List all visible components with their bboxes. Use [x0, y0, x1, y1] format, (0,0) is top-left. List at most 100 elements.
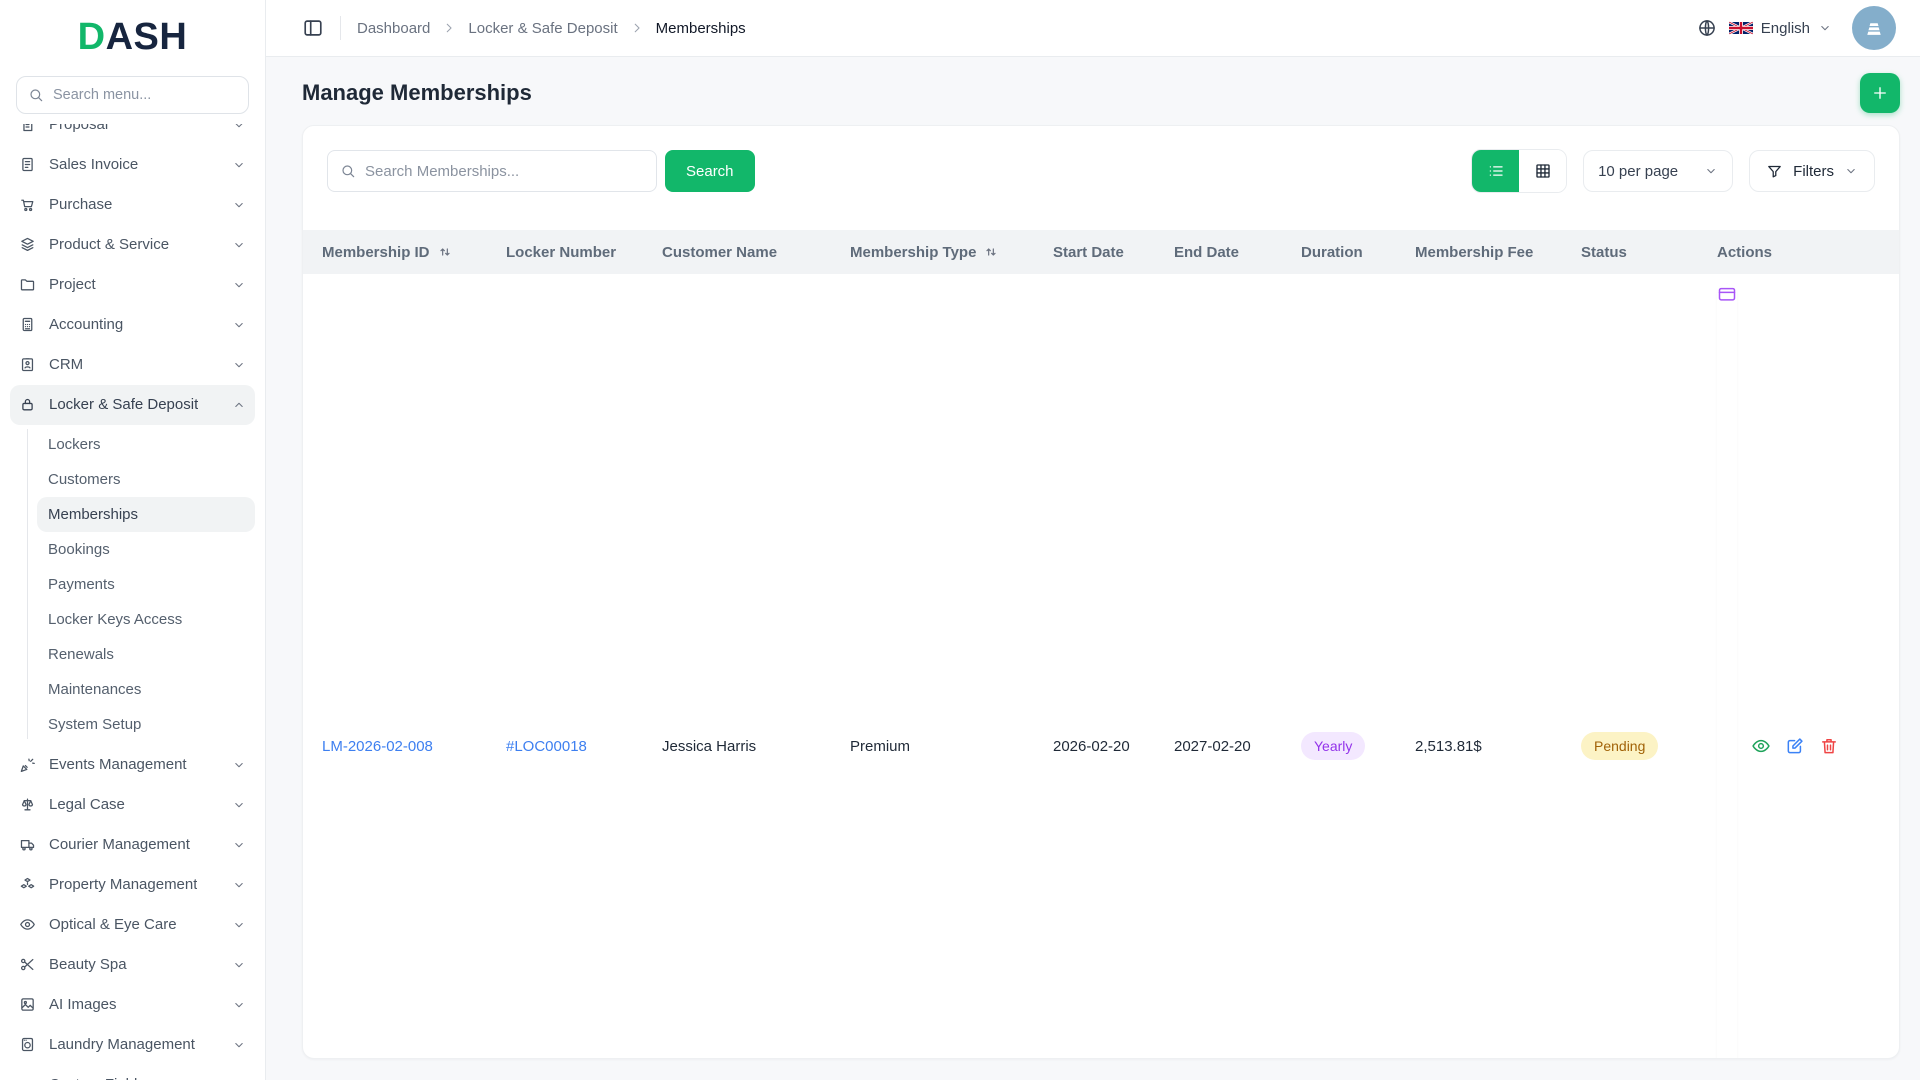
page-title: Manage Memberships — [302, 80, 532, 105]
column-header-inner: End Date — [1174, 244, 1293, 261]
memberships-search-input[interactable] — [365, 162, 644, 180]
list-view-button[interactable] — [1472, 150, 1520, 192]
cell-duration: Yearly — [1301, 274, 1415, 1058]
sidebar-item-purchase[interactable]: Purchase — [10, 185, 255, 225]
ai-images-icon — [19, 996, 36, 1013]
delete-action-button[interactable] — [1819, 736, 1839, 756]
eye-action-button[interactable] — [1751, 736, 1771, 756]
search-icon — [340, 163, 356, 179]
globe-icon[interactable] — [1697, 18, 1717, 38]
membership-fee: 2,513.81$ — [1415, 737, 1482, 755]
sidebar-item-product-service[interactable]: Product & Service — [10, 225, 255, 265]
customer-name: Jessica Harris — [662, 737, 757, 755]
sidebar-subitem-memberships[interactable]: Memberships — [37, 496, 255, 532]
edit-action-button[interactable] — [1785, 736, 1805, 756]
sidebar-subitem-locker-keys-access[interactable]: Locker Keys Access — [48, 610, 183, 628]
main-area: Dashboard Locker & Safe Deposit Membersh… — [266, 0, 1920, 1080]
cell-actions — [1717, 274, 1899, 1058]
sidebar-item-label: Courier Management — [49, 836, 190, 854]
column-label: End Date — [1174, 243, 1240, 261]
sidebar-item-label: Laundry Management — [49, 1036, 195, 1054]
sidebar-search-box — [16, 75, 249, 114]
locker-number-link[interactable]: #LOC00018 — [506, 737, 587, 755]
sidebar-subitem-renewals[interactable]: Renewals — [48, 645, 114, 663]
add-membership-button[interactable] — [1860, 73, 1900, 113]
sidebar-item-property-management[interactable]: Property Management — [10, 865, 255, 905]
proposal-icon — [19, 123, 36, 134]
column-header-inner: Locker Number — [506, 244, 654, 261]
sidebar-item-sales-invoice[interactable]: Sales Invoice — [10, 145, 255, 185]
laundry-icon — [19, 1036, 36, 1053]
toolbar-right: 10 per page Filters — [1471, 149, 1875, 193]
column-header-start-date: Start Date — [1053, 230, 1174, 274]
search-icon — [28, 87, 44, 103]
sort-icon — [437, 244, 453, 260]
sidebar-subitem-system-setup[interactable]: System Setup — [48, 715, 142, 733]
sidebar-toggle-button[interactable] — [302, 17, 324, 39]
search-button[interactable]: Search — [665, 150, 755, 192]
sidebar-item-ai-images[interactable]: AI Images — [10, 985, 255, 1025]
sidebar-subitem-lockers[interactable]: Lockers — [48, 435, 101, 453]
chevron-down-icon — [232, 278, 246, 292]
language-selector[interactable]: English — [1728, 20, 1832, 37]
cell-status: Pending — [1581, 274, 1717, 1058]
column-header-inner: Start Date — [1053, 244, 1166, 261]
membership-id-link[interactable]: LM-2026-02-008 — [322, 737, 433, 755]
column-label: Membership ID — [322, 243, 430, 261]
topbar: Dashboard Locker & Safe Deposit Membersh… — [266, 0, 1920, 57]
chevron-down-icon — [1844, 164, 1858, 178]
column-header-customer-name: Customer Name — [662, 230, 850, 274]
column-header-status: Status — [1581, 230, 1717, 274]
optical-icon — [19, 916, 36, 933]
sidebar-subitem-bookings[interactable]: Bookings — [48, 540, 110, 558]
sidebar-item-locker-safe-deposit[interactable]: Locker & Safe Deposit — [10, 384, 255, 425]
card-action-button[interactable] — [1717, 284, 1737, 1058]
courier-icon — [19, 836, 36, 853]
panel-toggle-icon — [302, 17, 324, 39]
product-service-icon — [19, 236, 36, 253]
grid-view-button[interactable] — [1519, 150, 1567, 192]
per-page-select[interactable]: 10 per page — [1583, 150, 1734, 192]
breadcrumb-locker-safe-deposit[interactable]: Locker & Safe Deposit — [468, 19, 618, 37]
sidebar-item-courier-management[interactable]: Courier Management — [10, 825, 255, 865]
sidebar-item-proposal[interactable]: Proposal — [10, 123, 255, 145]
row-actions — [1717, 274, 1894, 1058]
chevron-down-icon — [232, 838, 246, 852]
sidebar: DASH Proposal Sales Invoice Purchase Produc… — [0, 0, 266, 1080]
sidebar-item-label: Custom Field — [49, 1076, 137, 1080]
filter-icon — [1766, 163, 1783, 180]
sidebar-item-crm[interactable]: CRM — [10, 345, 255, 385]
column-header-inner: Duration — [1301, 244, 1407, 261]
menu-search-input[interactable] — [53, 86, 237, 103]
crm-icon — [19, 356, 36, 373]
sidebar-item-laundry-management[interactable]: Laundry Management — [10, 1025, 255, 1065]
column-header-inner: Status — [1581, 244, 1709, 261]
grid-view-icon — [1534, 162, 1552, 180]
sidebar-subitem-payments[interactable]: Payments — [48, 575, 115, 593]
column-label: Duration — [1301, 243, 1363, 261]
sidebar-subitem-maintenances[interactable]: Maintenances — [48, 680, 142, 698]
sidebar-item-label: Legal Case — [49, 796, 125, 814]
sidebar-item-accounting[interactable]: Accounting — [10, 305, 255, 345]
column-header-locker-number: Locker Number — [506, 230, 662, 274]
sidebar-item-custom-field[interactable]: Custom Field — [10, 1065, 255, 1080]
column-header-membership-type[interactable]: Membership Type — [850, 230, 1053, 274]
sidebar-item-beauty-spa[interactable]: Beauty Spa — [10, 945, 255, 985]
breadcrumb-dashboard[interactable]: Dashboard — [357, 19, 431, 37]
column-label: Status — [1581, 243, 1627, 261]
sidebar-item-optical-eye-care[interactable]: Optical & Eye Care — [10, 905, 255, 945]
sidebar-item-legal-case[interactable]: Legal Case — [10, 785, 255, 825]
column-label: Membership Fee — [1415, 243, 1534, 261]
sidebar-item-events-management[interactable]: Events Management — [10, 745, 255, 785]
avatar[interactable] — [1852, 6, 1896, 50]
membership-type: Premium — [850, 737, 911, 755]
column-label: Membership Type — [850, 243, 977, 261]
sidebar-item-project[interactable]: Project — [10, 265, 255, 305]
sidebar-subitem-customers[interactable]: Customers — [48, 470, 121, 488]
sales-invoice-icon — [19, 156, 36, 173]
filters-button[interactable]: Filters — [1749, 150, 1875, 192]
column-header-membership-id[interactable]: Membership ID — [303, 230, 506, 274]
app-logo: DASH — [0, 0, 265, 68]
project-icon — [19, 276, 36, 293]
